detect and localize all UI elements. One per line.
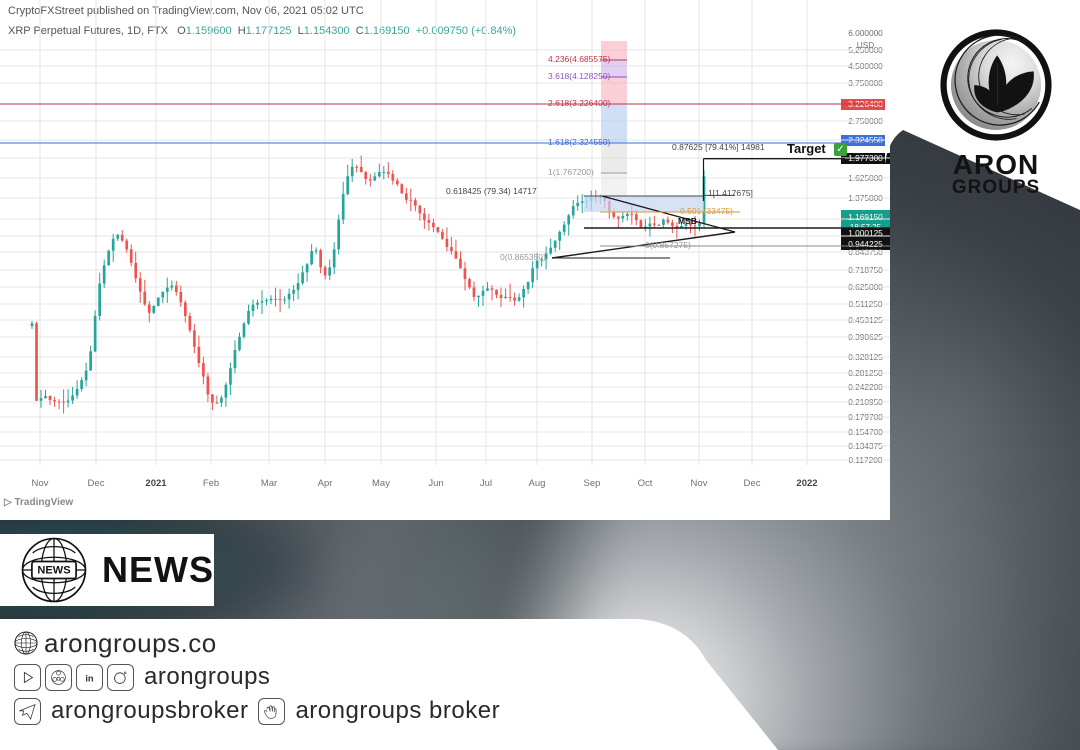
svg-text:in: in xyxy=(85,673,94,683)
svg-text:NEWS: NEWS xyxy=(37,564,70,576)
